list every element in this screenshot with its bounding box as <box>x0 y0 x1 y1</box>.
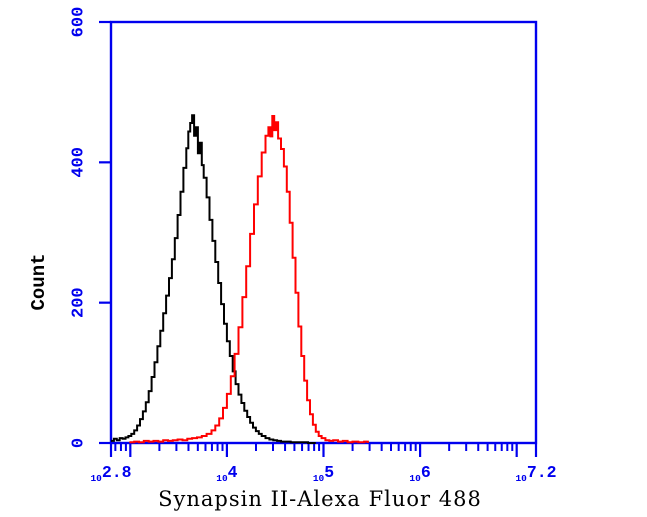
x-tick-label: 107.2 <box>515 463 556 484</box>
y-tick-label: 0 <box>69 438 88 448</box>
y-tick-label: 200 <box>69 287 88 318</box>
x-tick-label: 104 <box>216 463 237 484</box>
y-tick-label: 400 <box>69 147 88 178</box>
y-tick-label: 600 <box>69 7 88 38</box>
histogram-curves <box>111 114 369 444</box>
x-tick-label: 106 <box>409 463 430 484</box>
y-axis-ticks <box>99 20 111 445</box>
plot-box <box>109 20 538 445</box>
y-axis-title: Count <box>28 253 50 310</box>
y-axis-tick-labels: 0 200 400 600 <box>69 7 88 448</box>
x-tick-label: 102.8 <box>90 463 131 484</box>
x-axis-title: Synapsin II-Alexa Fluor 488 <box>158 487 482 511</box>
x-tick-label: 105 <box>313 463 334 484</box>
red-histogram-curve <box>129 115 369 444</box>
x-axis-tick-labels: 102.8 104 105 106 107.2 <box>90 463 556 484</box>
black-histogram-curve <box>111 114 316 444</box>
x-axis-ticks <box>109 444 538 457</box>
plot-border <box>109 20 538 445</box>
